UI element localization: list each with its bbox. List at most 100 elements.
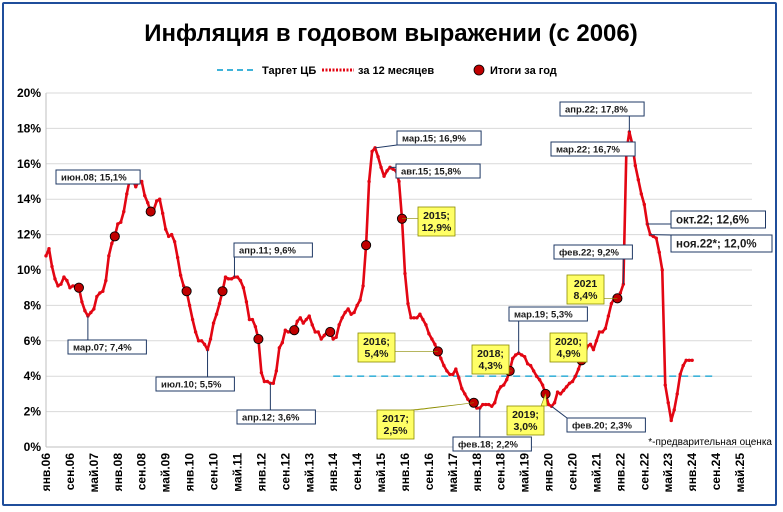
monthly-point — [313, 330, 317, 334]
monthly-point — [642, 202, 647, 207]
x-tick-label: сен.20 — [566, 453, 580, 491]
callout-box — [550, 141, 636, 157]
y-tick-label: 10% — [17, 263, 41, 277]
monthly-point — [280, 340, 285, 345]
monthly-point — [490, 404, 494, 408]
monthly-point — [226, 277, 231, 281]
monthly-point — [439, 356, 443, 361]
monthly-point — [460, 386, 464, 391]
monthly-point — [265, 379, 270, 384]
annual-point — [253, 333, 264, 345]
monthly-point — [388, 165, 392, 170]
y-tick-label: 6% — [24, 334, 42, 348]
monthly-point — [68, 286, 72, 290]
callout-label: апр.22; 17,8% — [565, 105, 628, 116]
monthly-point — [567, 381, 572, 385]
callout-box — [508, 306, 588, 322]
monthly-point — [546, 402, 551, 407]
monthly-point — [367, 179, 371, 184]
monthly-point — [337, 323, 341, 327]
chart-title: Инфляция в годовом выражении (с 2006) — [144, 20, 638, 47]
monthly-point — [391, 167, 395, 171]
monthly-point — [403, 271, 407, 276]
monthly-point — [319, 337, 323, 341]
annual-label-text: 2020; — [555, 336, 582, 348]
y-tick-label: 12% — [17, 228, 41, 242]
annual-point — [289, 325, 300, 336]
monthly-point — [687, 358, 691, 362]
annual-label-text: 2019; — [512, 409, 539, 421]
monthly-point — [457, 376, 461, 380]
monthly-point — [143, 193, 147, 198]
monthly-point — [172, 239, 177, 244]
x-tick-label: сен.16 — [422, 453, 436, 491]
x-tick-label: сен.18 — [494, 453, 508, 491]
annual-label-pointer — [410, 402, 474, 411]
monthly-point — [433, 342, 437, 347]
callout-label: мар.22; 16,7% — [556, 145, 620, 156]
monthly-point — [603, 326, 608, 331]
y-tick-label: 0% — [24, 440, 42, 454]
monthly-point — [262, 379, 267, 384]
monthly-point — [217, 301, 222, 306]
grid — [46, 92, 752, 448]
monthly-point — [681, 363, 685, 368]
monthly-point — [654, 236, 658, 240]
annual-label-text: 8,4% — [574, 290, 599, 302]
x-tick-label: сен.10 — [207, 453, 221, 491]
x-tick-label: сен.06 — [63, 453, 77, 491]
monthly-point — [59, 282, 63, 286]
monthly-point — [576, 367, 581, 371]
callout-label: фев.20; 2,3% — [572, 421, 633, 432]
monthly-point — [678, 372, 682, 377]
monthly-point — [421, 317, 425, 322]
monthly-point — [104, 278, 108, 283]
x-tick-label: янв.10 — [183, 453, 197, 492]
monthly-point — [597, 330, 602, 334]
monthly-point — [178, 273, 183, 278]
legend: Таргет ЦБ за 12 месяцев Итоги за год — [217, 64, 557, 77]
monthly-point — [169, 232, 174, 237]
annual-label-text: 5,4% — [365, 348, 390, 360]
annual-label-text: 4,3% — [479, 360, 504, 372]
monthly-point — [424, 323, 428, 327]
monthly-point — [205, 347, 210, 352]
callout-label: июл.10; 5,5% — [161, 380, 222, 391]
callout-leader — [551, 405, 568, 419]
x-tick-label: янв.14 — [326, 453, 340, 492]
x-tick-label: сен.22 — [637, 453, 651, 491]
monthly-point — [295, 319, 299, 324]
callout-label: мар.19; 5,3% — [514, 310, 573, 321]
monthly-point — [92, 307, 96, 311]
callout-box — [155, 376, 235, 392]
monthly-point — [277, 346, 282, 350]
annual-point — [109, 231, 120, 242]
y-tick-label: 20% — [17, 86, 41, 100]
monthly-point — [669, 418, 673, 423]
monthly-point — [412, 316, 416, 320]
monthly-point — [448, 372, 452, 377]
annual-label-text: 2015; — [423, 210, 450, 222]
monthly-point — [510, 356, 515, 361]
monthly-point — [454, 367, 458, 371]
monthly-point — [525, 362, 530, 366]
monthly-point — [385, 169, 389, 173]
monthly-point — [609, 301, 614, 306]
monthly-point — [259, 370, 264, 375]
x-tick-label: сен.08 — [135, 453, 149, 491]
legend-item-label: за 12 месяцев — [358, 65, 434, 77]
monthly-point — [361, 284, 365, 288]
monthly-point — [606, 314, 611, 318]
monthly-point — [86, 314, 90, 318]
x-tick-label: янв.06 — [39, 453, 53, 492]
monthly-point — [134, 185, 138, 189]
monthly-point — [146, 201, 150, 205]
annual-label-text: 2016; — [363, 336, 390, 348]
callout-box — [396, 130, 482, 146]
x-tick-label: янв.08 — [111, 453, 125, 492]
monthly-point — [50, 264, 54, 269]
callout-box — [670, 210, 766, 229]
annual-label-text: 2017; — [382, 413, 409, 425]
monthly-point — [140, 179, 144, 184]
x-tick-label: май.21 — [589, 453, 603, 493]
